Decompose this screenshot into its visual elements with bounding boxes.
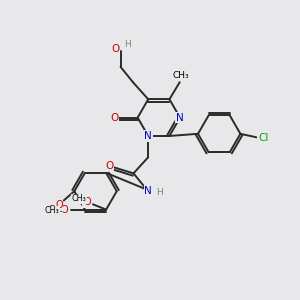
Text: CH₃: CH₃	[48, 205, 63, 214]
Text: O: O	[105, 161, 113, 171]
Text: H: H	[124, 40, 131, 49]
Text: CH₃: CH₃	[45, 206, 59, 215]
Text: O: O	[61, 205, 68, 214]
Text: N: N	[144, 186, 152, 196]
Text: CH₃: CH₃	[71, 194, 86, 203]
Text: N: N	[144, 131, 152, 141]
Text: O: O	[110, 112, 118, 123]
Text: N: N	[176, 112, 184, 123]
Text: O: O	[55, 200, 63, 210]
Text: O: O	[83, 197, 91, 207]
Text: O: O	[111, 44, 119, 54]
Text: CH₃: CH₃	[173, 71, 190, 80]
Text: H: H	[156, 188, 163, 197]
Text: Cl: Cl	[258, 133, 268, 143]
